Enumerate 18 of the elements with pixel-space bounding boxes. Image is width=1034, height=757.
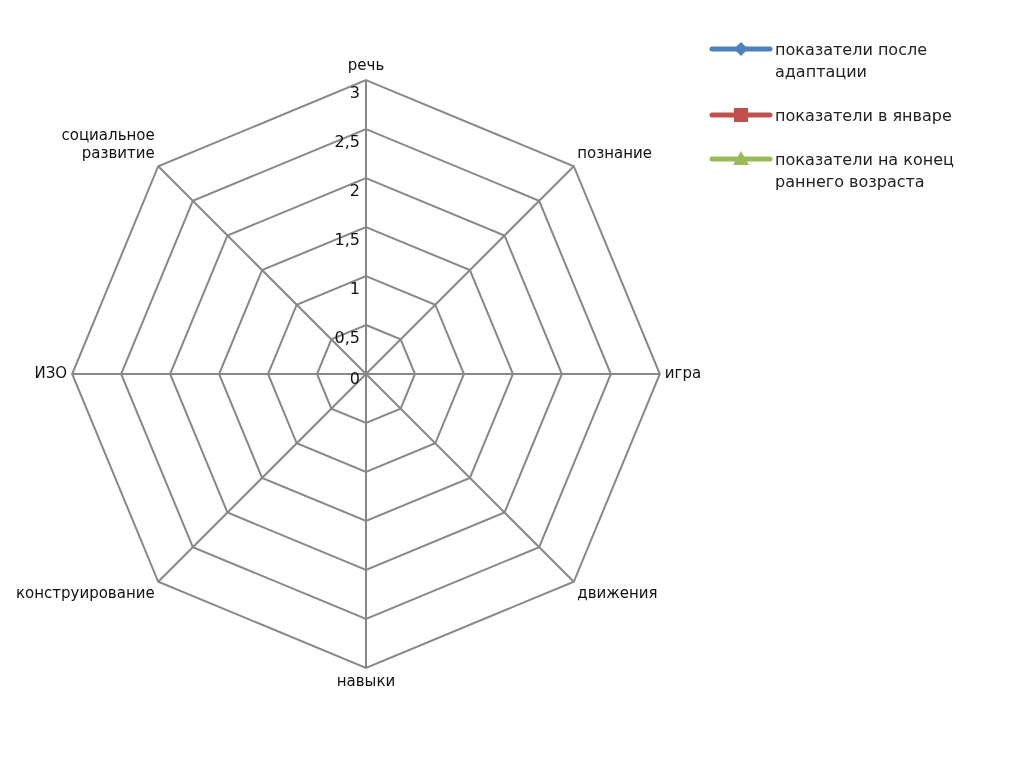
spoke-label: навыки [336, 671, 396, 690]
y-tick-label: 3 [349, 83, 360, 103]
y-tick-label: 1 [349, 279, 360, 299]
y-tick-label: 1,5 [334, 230, 360, 250]
y-tick-label: 2,5 [334, 132, 360, 152]
spoke-label: конструирование [15, 584, 155, 603]
legend-label: показатели на конец раннего возраста [775, 149, 955, 193]
spoke-label: ИЗО [34, 363, 68, 382]
y-tick-label: 2 [349, 181, 360, 201]
spoke-label: речь [347, 56, 385, 75]
spoke-label: движения [577, 584, 658, 603]
spoke-label: познание [577, 143, 653, 162]
legend-label: показатели после адаптации [775, 39, 929, 83]
spoke-label: социальное развитие [61, 125, 155, 162]
spoke-label: игра [664, 363, 702, 382]
legend-label: показатели в январе [775, 105, 952, 127]
y-tick-label: 0,5 [334, 328, 360, 348]
y-tick-label: 0 [349, 369, 360, 389]
